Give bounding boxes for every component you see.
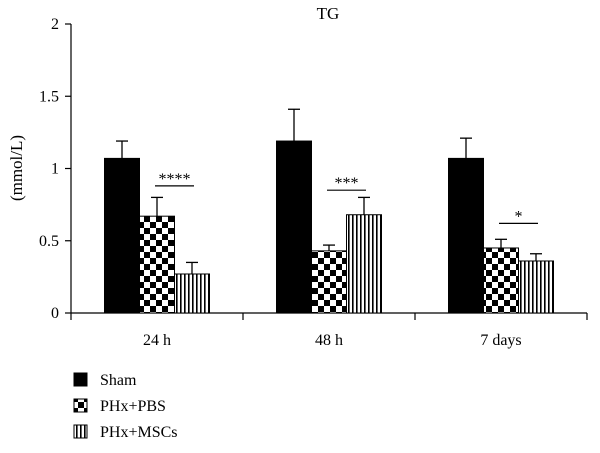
- chart-title: TG: [317, 4, 340, 23]
- bar-sham: [276, 140, 312, 314]
- bar-phx-mscs: [174, 273, 210, 314]
- y-axis-label: (mmol/L): [7, 135, 26, 201]
- x-tick-label: 24 h: [143, 332, 171, 349]
- legend: Sham PHx+PBS PHx+MSCs: [73, 372, 178, 441]
- bar-phx-pbs: [139, 215, 175, 314]
- legend-swatch-phx-mscs: [73, 424, 88, 439]
- bar-phx-pbs: [483, 247, 519, 314]
- error-bars: [116, 108, 542, 274]
- bar-phx-mscs: [518, 260, 554, 314]
- x-tick-label: 48 h: [315, 332, 343, 349]
- y-tick-label: 0.5: [39, 233, 59, 250]
- bar-sham: [448, 157, 484, 314]
- legend-label: PHx+MSCs: [100, 424, 178, 441]
- significance-label: *: [515, 208, 523, 225]
- y-axis: 0 0.5 1 1.5 2: [39, 16, 72, 322]
- x-tick-label: 7 days: [480, 332, 521, 349]
- significance-label: ***: [335, 175, 359, 192]
- legend-label: Sham: [100, 372, 137, 389]
- significance-label: ****: [159, 171, 191, 188]
- y-tick-label: 2: [51, 16, 59, 33]
- x-axis: 24 h 48 h 7 days: [70, 312, 588, 349]
- significance-annotations: **** ****: [155, 171, 538, 225]
- y-tick-label: 1: [51, 161, 59, 178]
- legend-label: PHx+PBS: [100, 398, 166, 415]
- bar-phx-pbs: [311, 250, 347, 314]
- bar-phx-mscs: [346, 214, 382, 314]
- y-tick-label: 1.5: [39, 88, 59, 105]
- bars: [104, 140, 554, 314]
- y-tick-label: 0: [51, 305, 59, 322]
- bar-sham: [104, 157, 140, 314]
- legend-swatch-sham: [73, 372, 88, 387]
- legend-swatch-phx-pbs: [73, 398, 88, 413]
